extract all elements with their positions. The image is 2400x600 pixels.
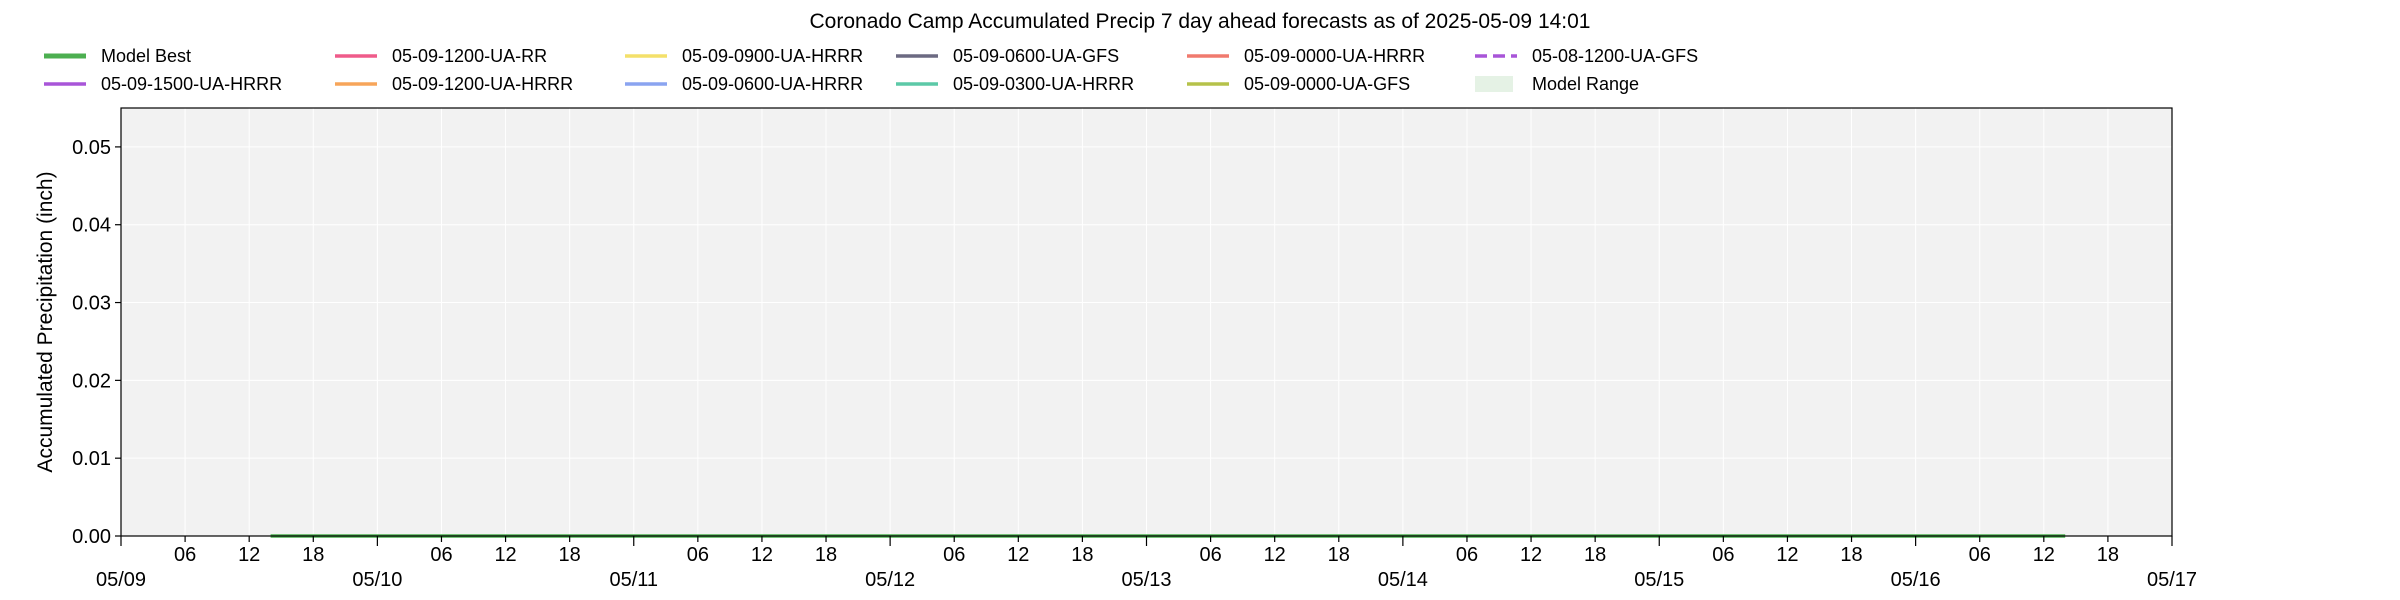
legend-label: Model Best bbox=[101, 46, 191, 66]
legend-label: 05-09-0000-UA-GFS bbox=[1244, 74, 1410, 94]
x-date-label: 05/11 bbox=[609, 569, 658, 591]
x-hour-label: 06 bbox=[687, 544, 709, 566]
x-hour-label: 12 bbox=[1264, 544, 1286, 566]
x-hour-label: 06 bbox=[174, 544, 196, 566]
x-hour-label: 12 bbox=[1007, 544, 1029, 566]
y-axis-label: Accumulated Precipitation (inch) bbox=[34, 171, 57, 472]
legend-swatch bbox=[1475, 76, 1513, 92]
x-hour-label: 12 bbox=[1520, 544, 1542, 566]
y-tick-label: 0.00 bbox=[72, 526, 111, 548]
legend-item: 05-08-1200-UA-GFS bbox=[1475, 46, 1698, 66]
y-tick-label: 0.02 bbox=[72, 370, 111, 392]
x-hour-label: 06 bbox=[1199, 544, 1221, 566]
legend-item: 05-09-0600-UA-GFS bbox=[896, 46, 1119, 66]
legend-item: Model Best bbox=[44, 46, 191, 66]
x-date-label: 05/16 bbox=[1891, 569, 1941, 591]
x-date-label: 05/10 bbox=[352, 569, 402, 591]
x-axis: 05/09 06 12 18 05/10 06 12 18 05/11 06 12 18 05/12 06… bbox=[96, 536, 2197, 591]
x-hour-label: 06 bbox=[430, 544, 452, 566]
legend-item: 05-09-0900-UA-HRRR bbox=[625, 46, 863, 66]
x-hour-label: 06 bbox=[1456, 544, 1478, 566]
legend-item: 05-09-0300-UA-HRRR bbox=[896, 74, 1134, 94]
y-tick-label: 0.05 bbox=[72, 137, 111, 159]
legend-label: 05-09-1200-UA-RR bbox=[392, 46, 547, 66]
x-date-label: 05/17 bbox=[2147, 569, 2197, 591]
y-tick-label: 0.01 bbox=[72, 448, 111, 470]
x-hour-label: 18 bbox=[559, 544, 581, 566]
x-hour-label: 12 bbox=[2033, 544, 2055, 566]
legend-item: 05-09-1500-UA-HRRR bbox=[44, 74, 282, 94]
legend-label: 05-09-0600-UA-HRRR bbox=[682, 74, 863, 94]
legend-label: Model Range bbox=[1532, 74, 1639, 94]
legend-item: 05-09-0000-UA-HRRR bbox=[1187, 46, 1425, 66]
x-hour-label: 12 bbox=[494, 544, 516, 566]
x-hour-label: 12 bbox=[751, 544, 773, 566]
x-hour-label: 18 bbox=[1071, 544, 1093, 566]
legend-label: 05-08-1200-UA-GFS bbox=[1532, 46, 1698, 66]
x-hour-label: 12 bbox=[238, 544, 260, 566]
x-date-label: 05/14 bbox=[1378, 569, 1428, 591]
x-hour-label: 18 bbox=[1840, 544, 1862, 566]
x-date-label: 05/13 bbox=[1121, 569, 1171, 591]
legend-label: 05-09-0000-UA-HRRR bbox=[1244, 46, 1425, 66]
legend-label: 05-09-0300-UA-HRRR bbox=[953, 74, 1134, 94]
legend-item: 05-09-1200-UA-RR bbox=[335, 46, 547, 66]
legend-item: 05-09-1200-UA-HRRR bbox=[335, 74, 573, 94]
x-hour-label: 06 bbox=[943, 544, 965, 566]
x-hour-label: 18 bbox=[2097, 544, 2119, 566]
y-tick-label: 0.03 bbox=[72, 293, 111, 315]
legend-item: Model Range bbox=[1475, 74, 1639, 94]
x-date-label: 05/12 bbox=[865, 569, 915, 591]
x-date-label: 05/15 bbox=[1634, 569, 1684, 591]
chart-title: Coronado Camp Accumulated Precip 7 day a… bbox=[810, 10, 1591, 33]
x-hour-label: 12 bbox=[1776, 544, 1798, 566]
y-tick-label: 0.04 bbox=[72, 215, 111, 237]
x-hour-label: 18 bbox=[302, 544, 324, 566]
x-hour-label: 18 bbox=[815, 544, 837, 566]
legend-label: 05-09-0600-UA-GFS bbox=[953, 46, 1119, 66]
legend-label: 05-09-1200-UA-HRRR bbox=[392, 74, 573, 94]
legend-label: 05-09-0900-UA-HRRR bbox=[682, 46, 863, 66]
x-hour-label: 18 bbox=[1584, 544, 1606, 566]
legend-item: 05-09-0600-UA-HRRR bbox=[625, 74, 863, 94]
x-hour-label: 06 bbox=[1712, 544, 1734, 566]
x-hour-label: 06 bbox=[1969, 544, 1991, 566]
legend-label: 05-09-1500-UA-HRRR bbox=[101, 74, 282, 94]
x-date-label: 05/09 bbox=[96, 569, 146, 591]
legend: Model Best 05-09-1500-UA-HRRR 05-09-1200-U… bbox=[44, 46, 1698, 94]
legend-item: 05-09-0000-UA-GFS bbox=[1187, 74, 1410, 94]
x-hour-label: 18 bbox=[1328, 544, 1350, 566]
y-axis: 0.00 0.01 0.02 0.03 0.04 0.05 bbox=[72, 137, 121, 548]
